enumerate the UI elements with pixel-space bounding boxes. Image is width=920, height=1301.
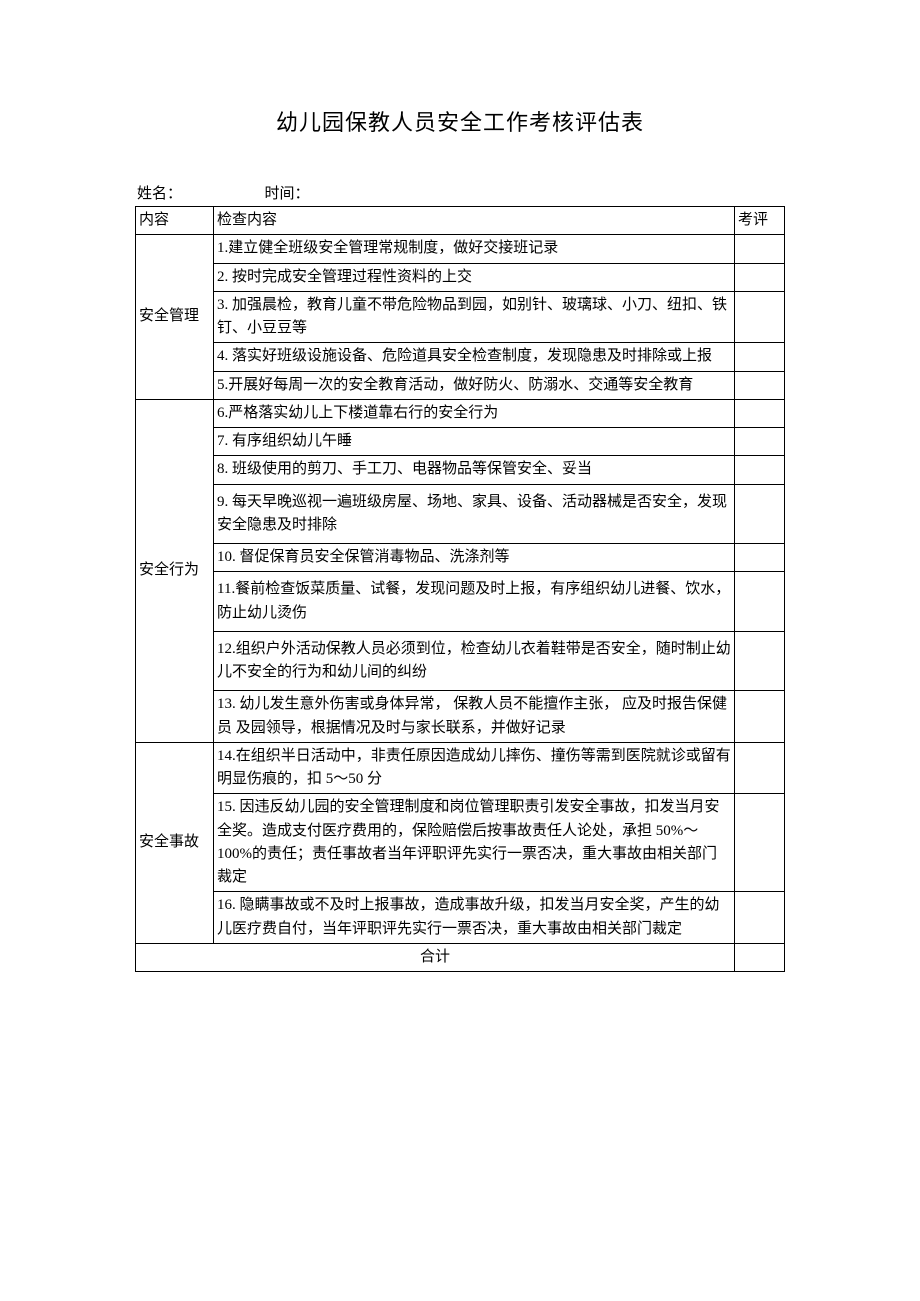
eval-cell <box>735 343 785 371</box>
eval-cell <box>735 456 785 484</box>
eval-cell <box>735 428 785 456</box>
eval-cell <box>735 484 785 544</box>
evaluation-table: 内容 检查内容 考评 安全管理 1.建立健全班级安全管理常规制度，做好交接班记录… <box>135 206 785 972</box>
table-row: 4. 落实好班级设施设备、危险道具安全检查制度，发现隐患及时排除或上报 <box>136 343 785 371</box>
item-cell: 3. 加强晨检，教育儿童不带危险物品到园，如别针、玻璃球、小刀、纽扣、铁钉、小豆… <box>214 291 735 343</box>
eval-cell <box>735 544 785 572</box>
item-cell: 8. 班级使用的剪刀、手工刀、电器物品等保管安全、妥当 <box>214 456 735 484</box>
table-header-row: 内容 检查内容 考评 <box>136 207 785 235</box>
category-cell: 安全管理 <box>136 235 214 400</box>
item-cell: 11.餐前检查饭菜质量、试餐，发现问题及时上报，有序组织幼儿进餐、饮水，防止幼儿… <box>214 572 735 632</box>
meta-row: 姓名： 时间： <box>135 182 785 203</box>
total-label-cell: 合计 <box>136 943 735 971</box>
table-row: 10. 督促保育员安全保管消毒物品、洗涤剂等 <box>136 544 785 572</box>
eval-cell <box>735 291 785 343</box>
eval-cell <box>735 263 785 291</box>
eval-cell <box>735 371 785 399</box>
header-category: 内容 <box>136 207 214 235</box>
page-title: 幼儿园保教人员安全工作考核评估表 <box>135 105 785 137</box>
table-row: 3. 加强晨检，教育儿童不带危险物品到园，如别针、玻璃球、小刀、纽扣、铁钉、小豆… <box>136 291 785 343</box>
table-row: 8. 班级使用的剪刀、手工刀、电器物品等保管安全、妥当 <box>136 456 785 484</box>
eval-cell <box>735 631 785 691</box>
header-eval: 考评 <box>735 207 785 235</box>
item-cell: 1.建立健全班级安全管理常规制度，做好交接班记录 <box>214 235 735 263</box>
name-label: 姓名： <box>137 182 182 203</box>
eval-cell <box>735 572 785 632</box>
item-cell: 16. 隐瞒事故或不及时上报事故，造成事故升级，扣发当月安全奖，产生的幼儿医疗费… <box>214 892 735 944</box>
eval-cell <box>735 691 785 743</box>
item-cell: 10. 督促保育员安全保管消毒物品、洗涤剂等 <box>214 544 735 572</box>
item-cell: 12.组织户外活动保教人员必须到位，检查幼儿衣着鞋带是否安全，随时制止幼儿不安全… <box>214 631 735 691</box>
item-cell: 6.严格落实幼儿上下楼道靠右行的安全行为 <box>214 399 735 427</box>
item-cell: 7. 有序组织幼儿午睡 <box>214 428 735 456</box>
eval-cell <box>735 399 785 427</box>
item-cell: 15. 因违反幼儿园的安全管理制度和岗位管理职责引发安全事故，扣发当月安全奖。造… <box>214 794 735 892</box>
table-row: 2. 按时完成安全管理过程性资料的上交 <box>136 263 785 291</box>
table-footer-row: 合计 <box>136 943 785 971</box>
table-row: 安全事故 14.在组织半日活动中，非责任原因造成幼儿摔伤、撞伤等需到医院就诊或留… <box>136 742 785 794</box>
total-value-cell <box>735 943 785 971</box>
table-row: 12.组织户外活动保教人员必须到位，检查幼儿衣着鞋带是否安全，随时制止幼儿不安全… <box>136 631 785 691</box>
item-cell: 5.开展好每周一次的安全教育活动，做好防火、防溺水、交通等安全教育 <box>214 371 735 399</box>
item-cell: 4. 落实好班级设施设备、危险道具安全检查制度，发现隐患及时排除或上报 <box>214 343 735 371</box>
table-row: 15. 因违反幼儿园的安全管理制度和岗位管理职责引发安全事故，扣发当月安全奖。造… <box>136 794 785 892</box>
table-row: 安全管理 1.建立健全班级安全管理常规制度，做好交接班记录 <box>136 235 785 263</box>
item-cell: 9. 每天早晚巡视一遍班级房屋、场地、家具、设备、活动器械是否安全，发现安全隐患… <box>214 484 735 544</box>
table-row: 7. 有序组织幼儿午睡 <box>136 428 785 456</box>
table-row: 5.开展好每周一次的安全教育活动，做好防火、防溺水、交通等安全教育 <box>136 371 785 399</box>
table-row: 9. 每天早晚巡视一遍班级房屋、场地、家具、设备、活动器械是否安全，发现安全隐患… <box>136 484 785 544</box>
item-cell: 2. 按时完成安全管理过程性资料的上交 <box>214 263 735 291</box>
eval-cell <box>735 742 785 794</box>
item-cell: 14.在组织半日活动中，非责任原因造成幼儿摔伤、撞伤等需到医院就诊或留有明显伤痕… <box>214 742 735 794</box>
eval-cell <box>735 794 785 892</box>
eval-cell <box>735 892 785 944</box>
table-row: 13. 幼儿发生意外伤害或身体异常， 保教人员不能擅作主张， 应及时报告保健员 … <box>136 691 785 743</box>
category-cell: 安全事故 <box>136 742 214 943</box>
category-cell: 安全行为 <box>136 399 214 742</box>
header-content: 检查内容 <box>214 207 735 235</box>
item-cell: 13. 幼儿发生意外伤害或身体异常， 保教人员不能擅作主张， 应及时报告保健员 … <box>214 691 735 743</box>
table-row: 安全行为 6.严格落实幼儿上下楼道靠右行的安全行为 <box>136 399 785 427</box>
eval-cell <box>735 235 785 263</box>
table-row: 11.餐前检查饭菜质量、试餐，发现问题及时上报，有序组织幼儿进餐、饮水，防止幼儿… <box>136 572 785 632</box>
table-row: 16. 隐瞒事故或不及时上报事故，造成事故升级，扣发当月安全奖，产生的幼儿医疗费… <box>136 892 785 944</box>
time-label: 时间： <box>265 182 310 203</box>
